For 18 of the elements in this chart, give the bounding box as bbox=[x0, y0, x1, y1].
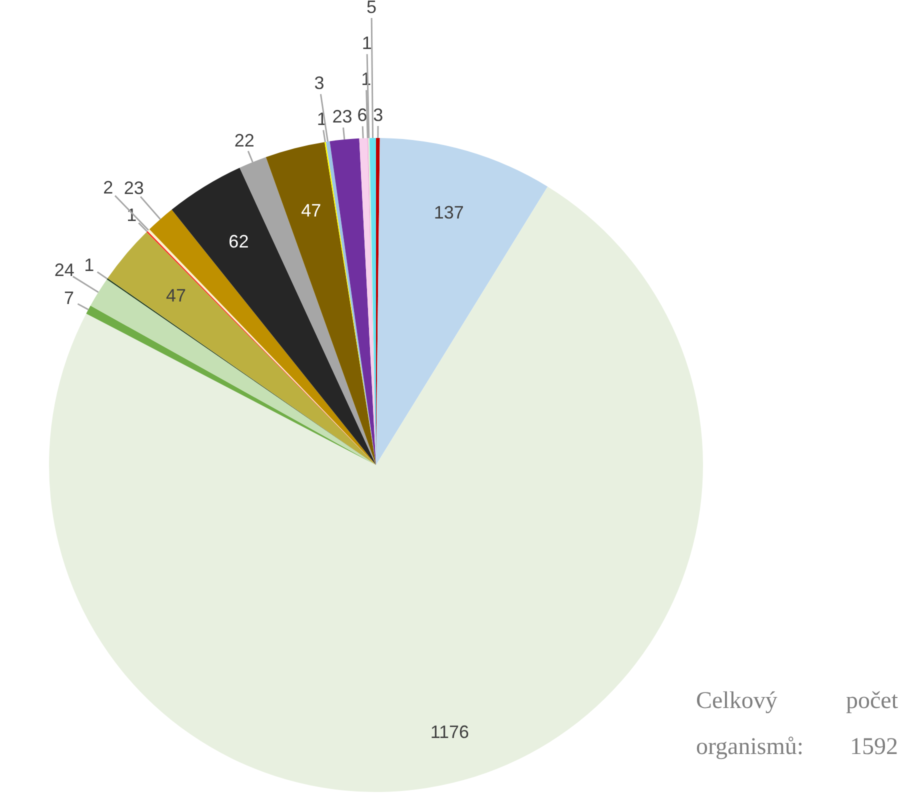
text: Celkový počet organismů: 1592 bbox=[696, 687, 898, 762]
data-label: 23 bbox=[124, 178, 144, 198]
data-label: 6 bbox=[357, 105, 368, 126]
data-label: 62 bbox=[228, 231, 249, 252]
data-label: 1 bbox=[84, 255, 94, 276]
data-label: 23 bbox=[332, 106, 352, 127]
data-label: 47 bbox=[166, 285, 186, 306]
data-label: 47 bbox=[301, 200, 322, 221]
data-label: 5 bbox=[366, 0, 376, 17]
data-label: 7 bbox=[64, 288, 74, 308]
data-label: 3 bbox=[314, 73, 324, 94]
data-label: 3 bbox=[373, 104, 384, 125]
data-label: 22 bbox=[234, 130, 254, 151]
data-label: 1 bbox=[362, 33, 372, 54]
data-label: 2 bbox=[103, 177, 114, 198]
data-label: 137 bbox=[434, 202, 464, 223]
data-label: 24 bbox=[54, 260, 74, 280]
data-label: 1176 bbox=[430, 722, 470, 742]
